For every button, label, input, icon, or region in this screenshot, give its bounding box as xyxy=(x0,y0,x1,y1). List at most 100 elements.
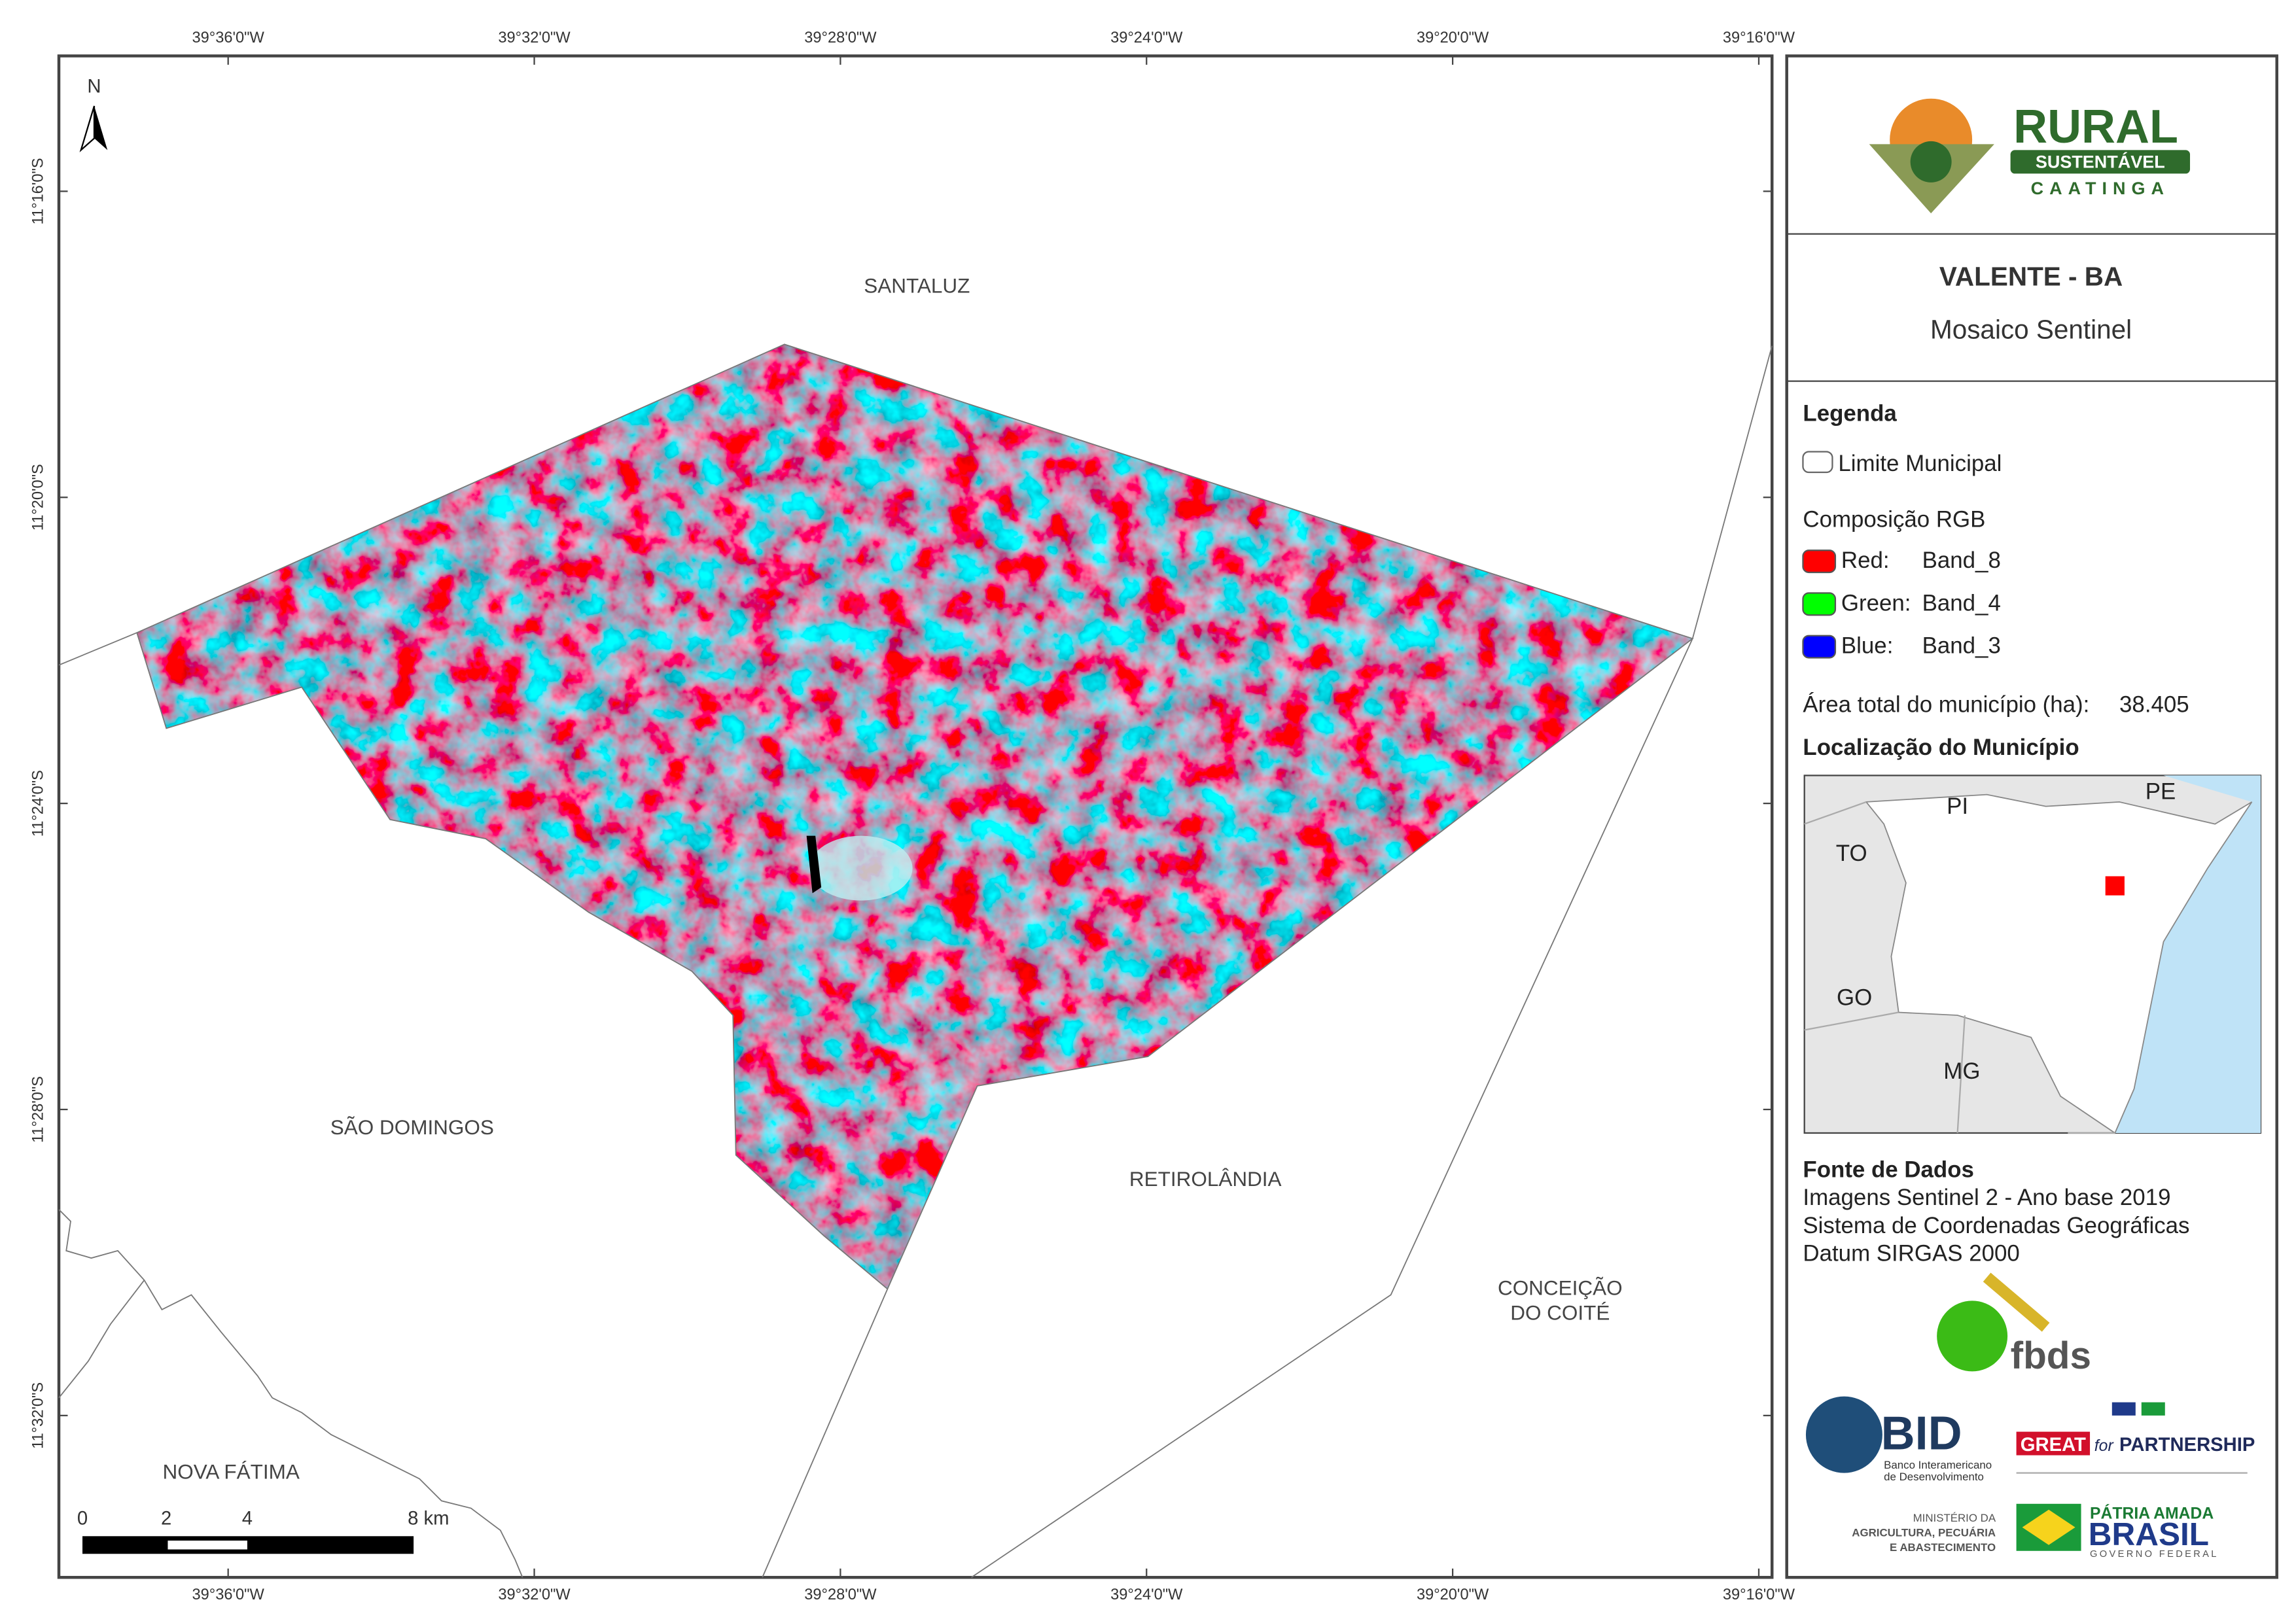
north-arrow xyxy=(94,105,108,150)
logo-text: CAATINGA xyxy=(2031,179,2170,198)
band-name: Band_8 xyxy=(1922,548,2001,573)
fbds-ball xyxy=(1937,1300,2008,1372)
state-borders xyxy=(1804,801,2115,1134)
bid-name: de Desenvolvimento xyxy=(1884,1471,1984,1483)
urban-area xyxy=(809,835,913,901)
brasil-text: PÁTRIA AMADA xyxy=(2090,1504,2214,1522)
band-swatch xyxy=(1802,592,1837,616)
boundary xyxy=(762,1289,889,1578)
municipal-limit xyxy=(136,343,1694,1290)
area-label: Área total do município (ha): xyxy=(1803,692,2089,718)
scale-label: 2 xyxy=(161,1508,171,1529)
x-tick-label: 39°36'0"W xyxy=(192,29,265,46)
boundary xyxy=(971,638,1693,1579)
state-label: PI xyxy=(1947,794,1968,819)
fbds-mark xyxy=(1983,1272,2050,1332)
uk-flag xyxy=(2111,1402,2136,1416)
place-name: SÃO DOMINGOS xyxy=(330,1115,494,1139)
source-line: Sistema de Coordenadas Geográficas xyxy=(1803,1213,2189,1238)
band-channel: Blue: xyxy=(1841,633,1893,659)
logo-rural: RURAL SUSTENTÁVEL CAATINGA xyxy=(1869,98,2191,214)
band-channel: Green: xyxy=(1841,590,1911,616)
great-text: GREAT xyxy=(2021,1435,2086,1456)
fbds-text: fbds xyxy=(2011,1335,2091,1377)
great-text: PARTNERSHIP xyxy=(2119,1435,2255,1456)
boundary xyxy=(58,1280,145,1399)
scale-label: 8 km xyxy=(408,1508,449,1529)
y-tick-label: 11°20'0"S xyxy=(29,464,46,531)
north-label: N xyxy=(87,77,101,97)
band-name: Band_4 xyxy=(1922,590,2001,616)
band-swatch xyxy=(1802,550,1837,574)
x-tick-label: 39°36'0"W xyxy=(192,1586,265,1603)
place-name: NOVA FÁTIMA xyxy=(163,1460,300,1484)
y-tick-label: 11°32'0"S xyxy=(29,1382,46,1449)
bid-emblem xyxy=(1805,1396,1882,1473)
x-tick-label: 39°20'0"W xyxy=(1417,29,1489,46)
x-tick-label: 39°32'0"W xyxy=(498,1586,571,1603)
brasil-emblem xyxy=(2022,1509,2075,1545)
state-label: TO xyxy=(1836,841,1867,866)
boundary-swatch xyxy=(1802,451,1833,474)
x-tick-label: 39°16'0"W xyxy=(1723,1586,1795,1603)
band-legend: Red: Band_8 Green: Band_4 Blue: Band_3 xyxy=(1802,548,2001,659)
logo-band xyxy=(2010,150,2191,174)
y-tick-label: 11°24'0"S xyxy=(29,770,46,837)
scale-segment xyxy=(168,1541,247,1550)
bid-text: BID xyxy=(1881,1408,1962,1460)
y-tick-label: 11°28'0"S xyxy=(29,1076,46,1143)
place-name: RETIROLÂNDIA xyxy=(1129,1167,1282,1191)
logo-tree xyxy=(1910,141,1952,183)
legend-title: Legenda xyxy=(1803,400,1897,426)
area-value: 38.405 xyxy=(2119,692,2189,718)
partner-logos: fbds BID Banco Interamericano de Desenvo… xyxy=(1805,1272,2255,1560)
legend-subtitle: Composição RGB xyxy=(1803,506,1985,532)
sources-title: Fonte de Dados xyxy=(1803,1157,1973,1182)
place-name: SANTALUZ xyxy=(864,274,970,298)
band-channel: Red: xyxy=(1841,548,1890,573)
x-tick-label: 39°16'0"W xyxy=(1723,29,1795,46)
map-subtitle: Mosaico Sentinel xyxy=(1930,314,2132,344)
logo-text: SUSTENTÁVEL xyxy=(2036,151,2165,171)
bahia xyxy=(1865,794,2253,1134)
x-tick-label: 39°24'0"W xyxy=(1110,1586,1183,1603)
scale-label: 4 xyxy=(242,1508,253,1529)
x-tick-label: 39°32'0"W xyxy=(498,29,571,46)
state-label: GO xyxy=(1837,985,1872,1010)
map-title: VALENTE - BA xyxy=(1939,261,2123,291)
reservoir xyxy=(806,835,822,894)
location-title: Localização do Município xyxy=(1803,735,2079,760)
x-tick-label: 39°28'0"W xyxy=(804,1586,877,1603)
band-name: Band_3 xyxy=(1922,633,2001,659)
x-tick-label: 39°28'0"W xyxy=(804,29,877,46)
ministry-text: E ABASTECIMENTO xyxy=(1890,1541,1996,1554)
scale-segment xyxy=(82,1536,414,1554)
neighbor-boundaries xyxy=(58,345,1773,1579)
source-line: Datum SIRGAS 2000 xyxy=(1803,1241,2019,1266)
great-box xyxy=(2016,1431,2091,1456)
state-label: MG xyxy=(1943,1058,1980,1084)
ocean xyxy=(2115,775,2261,1133)
scale-bar: 0 2 4 8 km xyxy=(77,1508,449,1554)
location-inset: PI PE TO GO MG xyxy=(1803,775,2262,1134)
place-name: CONCEIÇÃO xyxy=(1498,1276,1623,1299)
logo-text: RURAL xyxy=(2013,101,2178,153)
source-line: Imagens Sentinel 2 - Ano base 2019 xyxy=(1803,1185,2170,1210)
y-tick-label: 11°16'0"S xyxy=(29,158,46,224)
graticule-ticks: 39°36'0"W 39°32'0"W 39°28'0"W 39°24'0"W 39°2… xyxy=(29,29,1795,1603)
band-swatch xyxy=(1802,635,1837,659)
x-tick-label: 39°20'0"W xyxy=(1417,1586,1489,1603)
state-label: PE xyxy=(2146,778,2176,804)
br-flag xyxy=(2141,1402,2165,1416)
brasil-text: BRASIL xyxy=(2089,1516,2209,1552)
scale-label: 0 xyxy=(77,1508,88,1529)
bid-name: Banco Interamericano xyxy=(1884,1459,1992,1471)
boundary xyxy=(58,632,137,666)
ministry-text: AGRICULTURA, PECUÁRIA xyxy=(1852,1526,1996,1539)
great-text: for xyxy=(2094,1437,2115,1455)
location-marker xyxy=(2104,875,2127,897)
brasil-text: GOVERNO FEDERAL xyxy=(2090,1549,2219,1560)
x-tick-label: 39°24'0"W xyxy=(1110,29,1183,46)
